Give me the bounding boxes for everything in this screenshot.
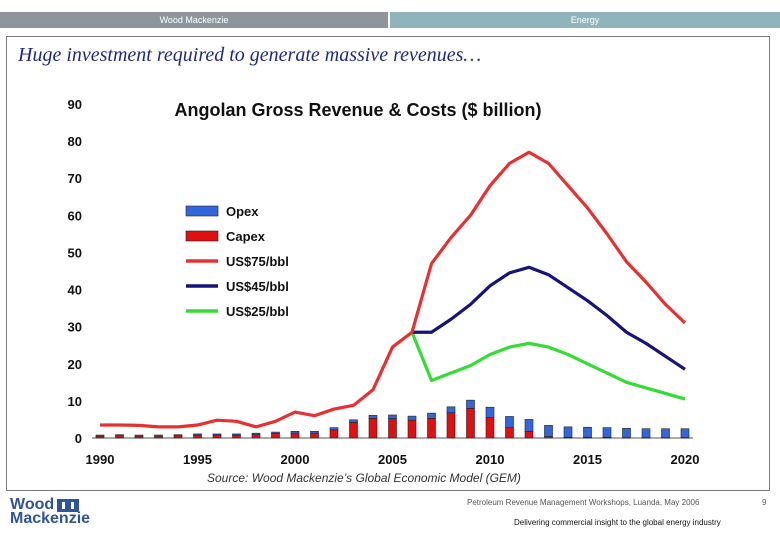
opex-bar bbox=[466, 399, 475, 409]
capex-bar bbox=[427, 418, 436, 439]
y-tick-label: 40 bbox=[68, 283, 82, 298]
capex-bar bbox=[407, 419, 417, 439]
opex-bar bbox=[349, 419, 358, 423]
opex-bar bbox=[622, 428, 631, 438]
y-tick-label: 50 bbox=[68, 245, 82, 260]
y-tick-label: 30 bbox=[68, 320, 82, 335]
legend-label: US$25/bbl bbox=[226, 304, 289, 319]
footer-event: Petroleum Revenue Management Workshops, … bbox=[467, 498, 700, 507]
opex-bar bbox=[602, 427, 612, 438]
opex-bar bbox=[290, 431, 300, 434]
opex-bar bbox=[193, 433, 202, 436]
x-tick-label: 1990 bbox=[86, 452, 115, 467]
opex-bar bbox=[173, 434, 183, 437]
x-tick-label: 2010 bbox=[476, 452, 505, 467]
opex-bar bbox=[544, 425, 553, 437]
opex-bar bbox=[427, 412, 436, 419]
opex-bar bbox=[661, 428, 670, 438]
y-tick-label: 70 bbox=[68, 171, 82, 186]
opex-bar bbox=[368, 415, 378, 419]
banner-company-label: Wood Mackenzie bbox=[0, 12, 388, 28]
opex-bar bbox=[524, 419, 534, 432]
opex-bar bbox=[680, 428, 690, 438]
capex-bar bbox=[310, 432, 319, 439]
company-logo: Wood Mackenzie bbox=[10, 496, 91, 527]
page-number: 9 bbox=[762, 498, 767, 507]
chart-title: Angolan Gross Revenue & Costs ($ billion… bbox=[174, 100, 541, 120]
capex-bar bbox=[193, 434, 202, 439]
capex-bar bbox=[329, 429, 339, 439]
capex-bar bbox=[173, 435, 183, 439]
slide-title: Huge investment required to generate mas… bbox=[18, 44, 482, 66]
y-tick-label: 60 bbox=[68, 208, 82, 223]
chart-axes: 0 10 20 30 40 50 60 70 80 90 1990 1995 2000 2005 2010 2… bbox=[68, 97, 700, 467]
capex-bar bbox=[271, 433, 280, 439]
opex-bar bbox=[329, 427, 339, 431]
y-tick-label: 20 bbox=[68, 357, 82, 372]
slide-frame bbox=[6, 36, 770, 491]
banner-sector-label: Energy bbox=[390, 12, 780, 28]
logo-word-1: Wood bbox=[10, 496, 55, 513]
opex-bar bbox=[563, 426, 573, 438]
opex-bar bbox=[115, 434, 124, 437]
line-us75bbl bbox=[100, 150, 687, 429]
y-tick-label: 90 bbox=[68, 97, 82, 112]
x-tick-label: 2020 bbox=[671, 452, 700, 467]
capex-bar bbox=[388, 418, 397, 439]
footer-tagline: Delivering commercial insight to the glo… bbox=[514, 518, 721, 527]
capex-bar bbox=[212, 434, 222, 439]
capex-bar bbox=[290, 432, 300, 439]
opex-bar bbox=[251, 432, 261, 435]
capex-bar bbox=[524, 431, 534, 439]
x-tick-label: 2000 bbox=[281, 452, 310, 467]
opex-bar bbox=[505, 416, 514, 428]
capex-bar bbox=[349, 422, 358, 439]
chart-legend: Opex Capex US$75/bbl US$45/bbl US$25/bbl bbox=[185, 204, 289, 319]
opex-bar bbox=[134, 434, 144, 437]
capex-bar bbox=[446, 412, 456, 439]
opex-bar bbox=[641, 428, 651, 438]
top-banner: Wood Mackenzie Energy bbox=[0, 12, 780, 28]
line-us25bbl bbox=[410, 331, 686, 401]
opex-bar bbox=[583, 426, 592, 438]
capex-bar bbox=[368, 418, 378, 439]
x-tick-label: 1995 bbox=[183, 452, 212, 467]
y-tick-label: 0 bbox=[75, 431, 82, 446]
capex-bar bbox=[251, 434, 261, 439]
legend-label: US$75/bbl bbox=[226, 254, 289, 269]
legend-label: Capex bbox=[226, 229, 266, 244]
legend-swatch bbox=[185, 205, 219, 217]
capex-bar bbox=[485, 417, 495, 439]
x-tick-label: 2015 bbox=[573, 452, 602, 467]
opex-bar bbox=[407, 415, 417, 421]
line-marks bbox=[100, 150, 687, 429]
opex-bar bbox=[95, 434, 105, 437]
logo-word-2: Mackenzie bbox=[10, 510, 91, 527]
capex-bar bbox=[232, 434, 241, 439]
legend-label: Opex bbox=[226, 204, 259, 219]
opex-bar bbox=[154, 434, 163, 437]
opex-bar bbox=[271, 431, 280, 434]
capex-bar bbox=[505, 427, 514, 439]
capex-bar bbox=[466, 408, 475, 439]
bar-marks bbox=[95, 399, 690, 439]
opex-bar bbox=[310, 431, 319, 434]
opex-bar bbox=[212, 433, 222, 436]
capex-bar bbox=[115, 435, 124, 439]
logo-w-icon bbox=[57, 498, 80, 512]
line-us45bbl bbox=[412, 265, 686, 371]
y-tick-label: 80 bbox=[68, 134, 82, 149]
opex-bar bbox=[446, 406, 456, 414]
source-note: Source: Wood Mackenzie’s Global Economic… bbox=[207, 471, 521, 485]
x-tick-label: 2005 bbox=[378, 452, 407, 467]
legend-swatch bbox=[185, 230, 219, 242]
y-tick-label: 10 bbox=[68, 394, 82, 409]
opex-bar bbox=[485, 406, 495, 418]
legend-label: US$45/bbl bbox=[226, 279, 289, 294]
opex-bar bbox=[388, 414, 397, 420]
opex-bar bbox=[232, 433, 241, 436]
